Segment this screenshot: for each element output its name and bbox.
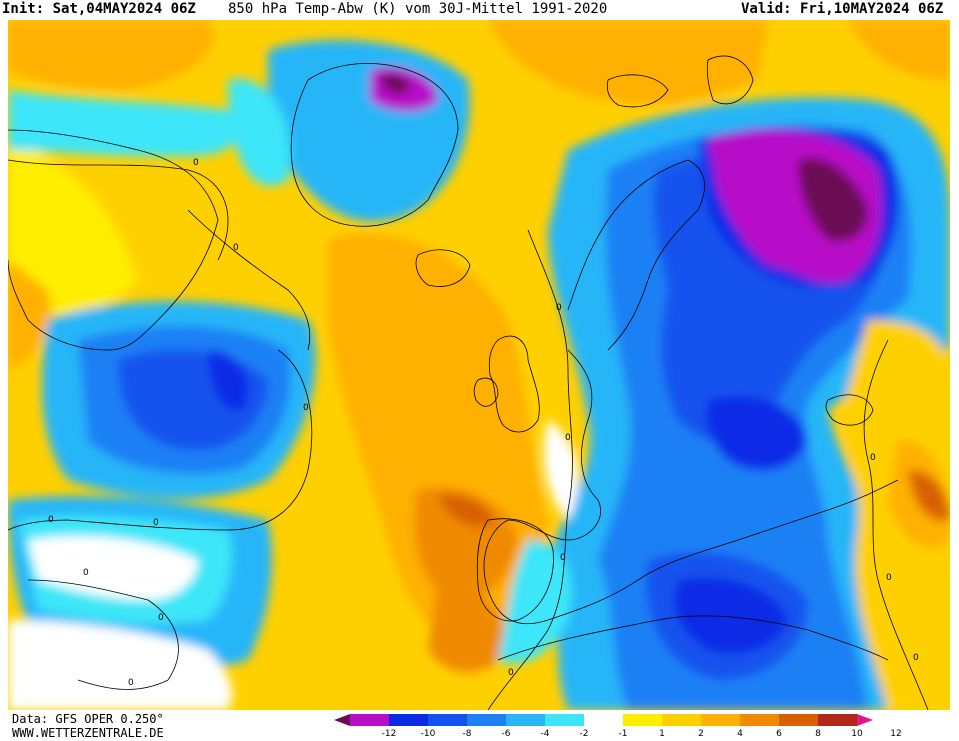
coastline-canada-east	[187, 209, 311, 351]
contour-label: 0	[48, 515, 54, 525]
contour-label: 0	[913, 653, 919, 663]
zero-contour-europe	[487, 229, 573, 710]
contour-label: 0	[128, 678, 134, 688]
contour-label: 0	[153, 518, 159, 528]
neutral-zone-mid-atlantic	[28, 536, 198, 600]
coastline-black-sea	[825, 394, 874, 426]
legend-tick-label: -4	[541, 729, 550, 739]
legend-tick-label: 8	[815, 729, 821, 739]
website: WWW.WETTERZENTRALE.DE	[12, 726, 164, 740]
data-source: Data: GFS OPER 0.250°	[12, 712, 164, 726]
legend-swatch	[701, 714, 740, 726]
contour-label: 0	[193, 158, 199, 168]
contour-label: 0	[83, 568, 89, 578]
init-time: Init: Sat,04MAY2024 06Z	[2, 1, 196, 17]
coastline-greenland	[290, 63, 459, 227]
contour-label: 0	[556, 303, 562, 313]
legend-swatch	[818, 714, 857, 726]
legend-swatch	[428, 714, 467, 726]
legend-swatch	[506, 714, 545, 726]
coastline-iberia	[476, 518, 554, 622]
cold-zone-labrador-deep	[208, 350, 249, 411]
warm-core-south	[428, 580, 508, 673]
legend-swatch	[662, 714, 701, 726]
cold-core-russia-deep	[798, 158, 868, 242]
coastline-iceland	[415, 249, 471, 287]
coastline-uk	[488, 335, 540, 433]
anomaly-map: 0 0 0 0 0 0 0 0 0 0 0 0 0 0 0	[8, 20, 950, 710]
warm-zone-nw	[8, 20, 214, 90]
contour-label: 0	[303, 403, 309, 413]
warm-core-dark	[438, 494, 494, 527]
cold-band-iberia-west	[498, 540, 572, 664]
contour-label: 0	[233, 243, 239, 253]
legend-tick-label: 12	[890, 729, 901, 739]
color-legend: -12 -10 -8 -6 -4 -2 -1 1 2 4 6 8 10 12	[334, 714, 902, 739]
zero-contour-atlantic	[8, 349, 313, 531]
legend-tick-label: -1	[619, 729, 628, 739]
contour-label: 0	[886, 573, 892, 583]
coastline-north-america	[8, 129, 219, 351]
legend-arrow-low	[334, 714, 350, 726]
legend-swatch	[779, 714, 818, 726]
legend-tick-label: 10	[851, 729, 863, 739]
zero-contour-southeast	[863, 339, 929, 710]
coastline-scandinavia	[567, 159, 705, 351]
coastline-ireland	[473, 377, 499, 407]
neutral-zone-south-atlantic	[8, 620, 232, 710]
contour-label: 0	[565, 433, 571, 443]
cold-core-greenland-deep	[380, 73, 409, 95]
cold-zone-central-europe	[706, 396, 808, 471]
contour-label: 0	[158, 613, 164, 623]
cold-zone-greenland-light	[228, 78, 290, 186]
cold-core-russia	[708, 130, 882, 283]
warm-core-southeast-deep	[908, 470, 950, 521]
contour-label: 0	[560, 553, 566, 563]
legend-tick-label: 6	[776, 729, 782, 739]
cold-band-arctic	[8, 90, 239, 157]
legend-swatch	[623, 714, 662, 726]
legend-swatch	[740, 714, 779, 726]
legend-tick-label: 2	[698, 729, 704, 739]
legend-swatch	[467, 714, 506, 726]
legend-tick-label: -2	[580, 729, 589, 739]
legend-swatch	[545, 714, 584, 726]
legend-swatch	[350, 714, 389, 726]
legend-swatch	[389, 714, 428, 726]
legend-tick-label: -8	[463, 729, 472, 739]
legend-tick-label: -10	[421, 729, 436, 739]
warm-zone-greenland-sw	[8, 260, 51, 370]
legend-swatch	[584, 714, 623, 726]
legend-tick-label: -6	[502, 729, 511, 739]
yellow-west-edge	[8, 120, 138, 314]
legend-tick-label: 1	[659, 729, 665, 739]
contour-label: 0	[508, 668, 514, 678]
header: Init: Sat,04MAY2024 06Z 850 hPa Temp-Abw…	[0, 0, 959, 20]
legend-arrow-high	[857, 714, 873, 726]
neutral-band-iberia-west	[544, 420, 579, 520]
cold-core-north-africa	[674, 577, 788, 654]
warm-zone-north	[488, 20, 768, 104]
coastline-europe	[483, 349, 899, 624]
map-title: 850 hPa Temp-Abw (K) vom 30J-Mittel 1991…	[228, 1, 608, 17]
legend-tick-label: -12	[382, 729, 397, 739]
coastline-arctic-islands	[606, 74, 669, 108]
contour-label: 0	[870, 453, 876, 463]
coastline-novaya-zemlya	[706, 55, 754, 105]
legend-tick-label: 4	[737, 729, 743, 739]
zero-contour-west	[8, 159, 229, 261]
coastline-north-africa	[497, 615, 889, 661]
warm-zone-northeast	[848, 20, 950, 80]
zero-contour-southwest	[27, 579, 179, 690]
valid-time: Valid: Fri,10MAY2024 06Z	[741, 1, 944, 17]
